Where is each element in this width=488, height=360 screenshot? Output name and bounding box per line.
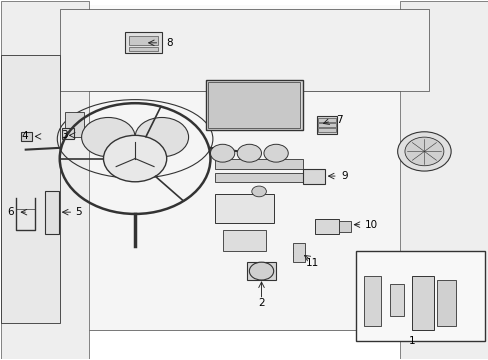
Polygon shape	[399, 1, 487, 359]
Bar	[128, 47, 158, 51]
Circle shape	[251, 186, 266, 197]
Text: 6: 6	[7, 207, 14, 217]
Bar	[128, 36, 158, 45]
Polygon shape	[1, 1, 89, 359]
Text: 4: 4	[21, 131, 28, 141]
Bar	[246, 262, 276, 280]
Text: 10: 10	[365, 220, 377, 230]
Bar	[205, 80, 302, 130]
Polygon shape	[60, 9, 428, 91]
Bar	[436, 280, 455, 327]
Bar	[356, 251, 484, 341]
Bar	[318, 123, 335, 127]
Bar	[314, 219, 339, 234]
Circle shape	[249, 262, 273, 280]
Bar	[21, 132, 31, 141]
Polygon shape	[1, 55, 60, 323]
Bar	[339, 221, 351, 232]
Circle shape	[397, 132, 450, 171]
Bar	[215, 158, 302, 169]
Circle shape	[264, 144, 287, 162]
Bar	[317, 116, 336, 134]
Text: 5: 5	[75, 207, 82, 217]
Text: 7: 7	[335, 115, 342, 125]
Circle shape	[135, 117, 188, 157]
Bar	[318, 118, 335, 122]
Bar	[215, 173, 302, 182]
Bar	[215, 194, 273, 223]
Text: 1: 1	[408, 336, 415, 346]
Polygon shape	[60, 91, 428, 330]
Circle shape	[404, 137, 443, 166]
Text: 9: 9	[341, 171, 347, 181]
Text: 11: 11	[305, 258, 319, 268]
Text: 8: 8	[166, 38, 173, 48]
Circle shape	[81, 117, 135, 157]
Bar	[62, 128, 74, 139]
Text: 2: 2	[258, 298, 264, 308]
Circle shape	[237, 144, 261, 162]
Circle shape	[103, 135, 166, 182]
Bar	[363, 276, 380, 327]
Bar	[318, 128, 335, 132]
Polygon shape	[74, 5, 414, 87]
Bar	[45, 191, 59, 234]
Bar	[389, 284, 403, 316]
Bar	[125, 32, 162, 53]
Bar	[64, 112, 84, 137]
Circle shape	[210, 144, 234, 162]
Text: 3: 3	[61, 130, 68, 140]
Bar	[292, 243, 305, 262]
Bar	[302, 168, 324, 184]
Bar	[411, 276, 433, 330]
Bar	[207, 82, 300, 128]
Bar	[222, 230, 266, 251]
